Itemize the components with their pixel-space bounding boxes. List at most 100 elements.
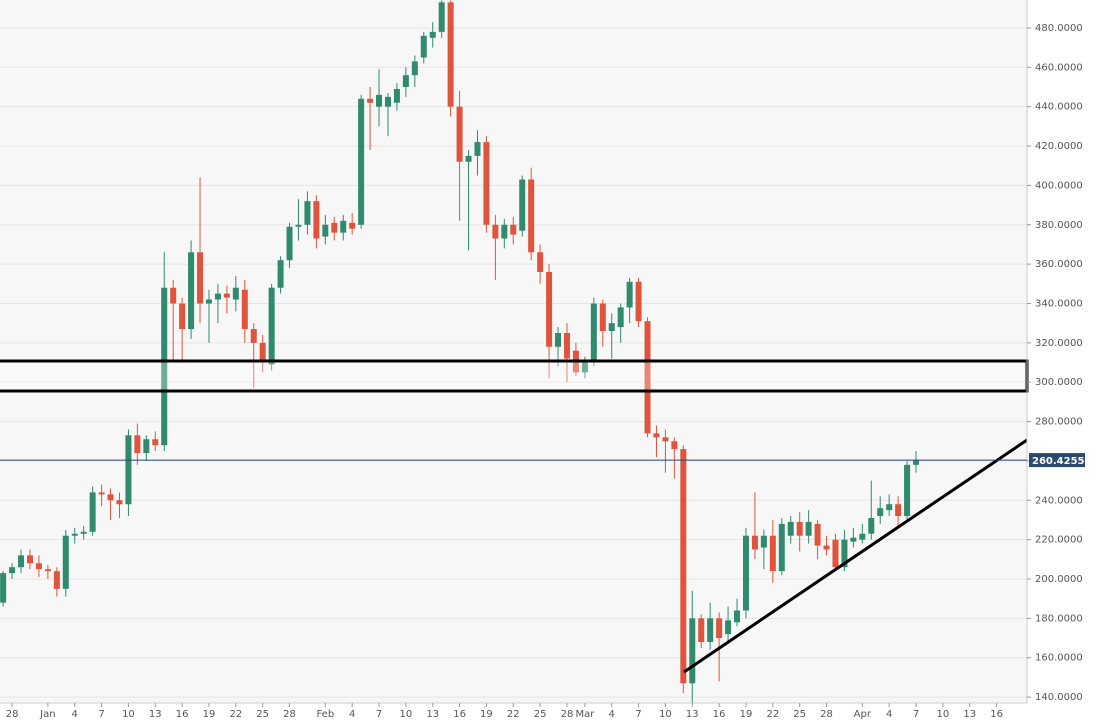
candle-body	[483, 142, 490, 225]
candle-body	[241, 289, 248, 330]
candle-body	[599, 303, 606, 332]
x-tick-label: 13	[426, 709, 439, 720]
candle-body	[250, 329, 257, 343]
candle-body	[456, 106, 463, 162]
candle-body	[197, 252, 204, 304]
candle-body	[563, 333, 570, 359]
candle-body	[358, 98, 365, 225]
candle-body	[134, 435, 141, 454]
y-tick-label: 160.0000	[1035, 653, 1083, 664]
x-tick-label: 16	[453, 709, 466, 720]
x-tick-label: 7	[376, 709, 382, 720]
candle-body	[877, 508, 884, 517]
x-tick-label: 4	[349, 709, 355, 720]
candle-body	[411, 61, 418, 76]
x-tick-label: 13	[963, 709, 976, 720]
candle-body	[349, 222, 356, 229]
y-tick-label: 400.0000	[1035, 180, 1083, 191]
last-price-label: 260.42554	[1032, 456, 1092, 467]
candles	[0, 0, 920, 703]
x-tick-label: 22	[507, 709, 520, 720]
candle-body	[814, 523, 821, 546]
x-tick-label: 13	[686, 709, 699, 720]
y-tick-label: 420.0000	[1035, 141, 1083, 152]
candle-body	[868, 518, 875, 534]
candle-body	[259, 342, 266, 361]
candle-body	[760, 535, 767, 548]
y-tick-label: 340.0000	[1035, 298, 1083, 309]
candle-body	[161, 287, 168, 446]
x-tick-label: 16	[713, 709, 726, 720]
candle-body	[716, 618, 723, 639]
candle-body	[698, 618, 705, 642]
x-tick-label: 4	[886, 709, 892, 720]
x-tick-label: 13	[149, 709, 162, 720]
x-tick-label: 4	[72, 709, 78, 720]
candle-body	[98, 492, 105, 495]
candle-body	[26, 555, 33, 564]
candle-body	[859, 533, 866, 540]
candle-body	[62, 535, 69, 589]
candle-body	[537, 252, 544, 272]
plot-area	[0, 0, 1027, 703]
candle-body	[707, 618, 714, 642]
candle-body	[9, 567, 16, 574]
y-tick-label: 140.0000	[1035, 692, 1083, 703]
x-tick-label: 7	[635, 709, 641, 720]
candle-body	[644, 321, 651, 434]
x-tick-label: 28	[561, 709, 574, 720]
candle-body	[581, 362, 588, 373]
x-tick-label: 25	[256, 709, 269, 720]
candle-body	[322, 224, 329, 237]
x-tick-label: 19	[480, 709, 493, 720]
candle-body	[268, 287, 275, 365]
candle-body	[205, 299, 212, 304]
candle-body	[734, 610, 741, 623]
candle-body	[214, 293, 221, 300]
candle-body	[805, 521, 812, 536]
x-tick-label: 28	[6, 709, 19, 720]
candle-body	[841, 539, 848, 568]
zone-box	[0, 359, 1029, 393]
candle-body	[188, 252, 195, 330]
candle-body	[295, 224, 302, 227]
trend-line	[683, 438, 1028, 674]
y-tick-label: 240.0000	[1035, 495, 1083, 506]
candle-body	[376, 94, 383, 107]
candle-body	[116, 500, 123, 505]
x-tick-label: 10	[659, 709, 672, 720]
x-tick-label: 19	[740, 709, 753, 720]
candle-body	[725, 620, 732, 635]
candle-body	[501, 224, 508, 239]
candle-body	[170, 287, 177, 304]
last-price-box	[1029, 453, 1085, 468]
candle-body	[510, 224, 517, 235]
y-tick-label: 360.0000	[1035, 259, 1083, 270]
y-tick-label: 480.0000	[1035, 23, 1083, 34]
candle-body	[35, 563, 42, 570]
candle-body	[384, 96, 391, 107]
x-tick-label: 28	[283, 709, 296, 720]
candle-body	[787, 521, 794, 536]
candle-body	[107, 494, 114, 501]
candle-body	[367, 98, 374, 103]
candle-body	[313, 201, 320, 239]
candle-body	[742, 535, 749, 611]
candle-body	[277, 260, 284, 288]
candle-body	[304, 201, 311, 225]
x-tick-label: 28	[820, 709, 833, 720]
candle-body	[886, 504, 893, 511]
x-tick-label: Apr	[854, 709, 872, 720]
y-tick-label: 200.0000	[1035, 574, 1083, 585]
candle-body	[653, 433, 660, 438]
y-tick-label: 440.0000	[1035, 102, 1083, 113]
candle-body	[626, 281, 633, 308]
candle-body	[778, 523, 785, 572]
candle-body	[823, 545, 830, 550]
x-tick-label: 10	[937, 709, 950, 720]
candle-body	[546, 271, 553, 347]
candle-body	[465, 155, 472, 162]
candle-body	[904, 464, 911, 517]
y-tick-label: 180.0000	[1035, 613, 1083, 624]
candle-body	[662, 437, 669, 442]
